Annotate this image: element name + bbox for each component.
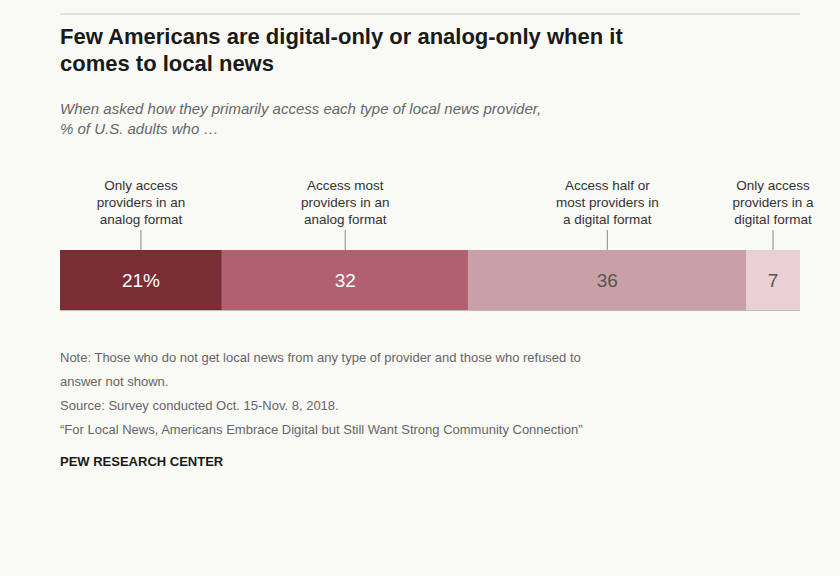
top-rule: [60, 13, 800, 14]
category-label: Only accessproviders in adigital format: [732, 178, 814, 227]
bars: [60, 250, 800, 310]
category-label: Access half ormost providers ina digital…: [556, 178, 659, 227]
bar-segment: [60, 250, 222, 310]
bar-segment: [222, 250, 469, 310]
category-label: Access mostproviders in ananalog format: [301, 178, 390, 227]
data-label: 7: [768, 270, 779, 291]
data-label: 36: [597, 270, 618, 291]
axis-line: [60, 310, 800, 311]
leader-line: [345, 230, 346, 250]
title: Few Americans are digital-only or analog…: [60, 24, 623, 76]
bar-segment: [469, 250, 746, 310]
labels: 21% Only accessproviders in ananalog form…: [97, 178, 814, 291]
leader-line: [773, 230, 774, 250]
source: PEW RESEARCH CENTER: [60, 454, 224, 469]
data-label: 32: [335, 270, 356, 291]
subtitle: When asked how they primarily access eac…: [60, 100, 541, 137]
category-label: Only accessproviders in ananalog format: [97, 178, 186, 227]
background: [0, 0, 840, 576]
note: Note: Those who do not get local news fr…: [60, 350, 581, 365]
leader-line: [607, 230, 608, 250]
note: answer not shown.: [60, 374, 168, 389]
bar-segment: [746, 250, 800, 310]
data-label: 21%: [122, 270, 160, 291]
chart: Few Americans are digital-only or analog…: [0, 0, 840, 576]
note: “For Local News, Americans Embrace Digit…: [60, 422, 583, 437]
note: Source: Survey conducted Oct. 15-Nov. 8,…: [60, 398, 339, 413]
leader-line: [140, 230, 141, 250]
